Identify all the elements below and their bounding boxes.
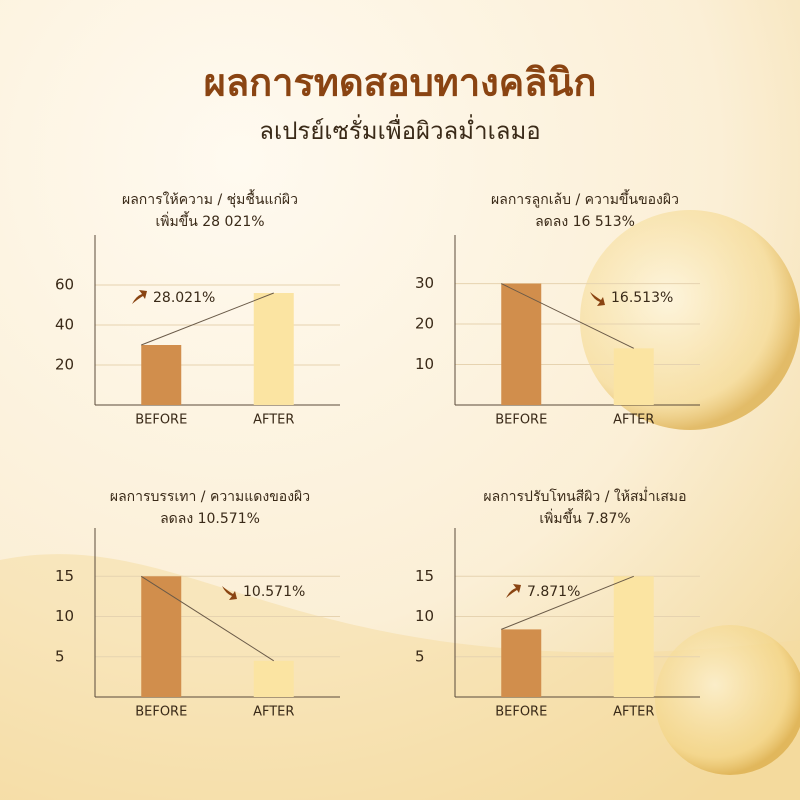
x-tick-label: AFTER	[613, 705, 654, 720]
chart-subtitle: ลดลง 10.571%	[160, 511, 260, 527]
arrow-icon	[506, 584, 521, 598]
annotation: 7.871%	[527, 584, 580, 600]
x-tick-label: BEFORE	[135, 705, 187, 720]
trend-line	[140, 575, 275, 662]
trend-line	[501, 575, 634, 630]
y-tick-label: 5	[55, 647, 65, 665]
x-tick-label: AFTER	[613, 413, 654, 428]
bar	[613, 348, 654, 405]
bar	[141, 576, 182, 697]
y-tick-label: 10	[55, 607, 74, 625]
y-tick-label: 15	[55, 567, 74, 585]
y-tick-label: 30	[415, 274, 434, 292]
bar	[141, 345, 182, 405]
arrow-icon	[590, 292, 605, 306]
page-subtitle: ลเปรย์เซรั่มเพื่อผิวลม่ำเลมอ	[259, 114, 540, 145]
chart-title: ผลการบรรเทา / ความแดงของผิว	[110, 489, 310, 505]
annotation: 28.021%	[153, 290, 215, 306]
decor-drop	[655, 625, 800, 775]
trend-line	[501, 283, 634, 349]
x-tick-label: BEFORE	[495, 705, 547, 720]
y-tick-label: 20	[415, 315, 434, 333]
annotation: 16.513%	[611, 290, 673, 306]
bar	[613, 576, 654, 697]
bar	[501, 629, 542, 697]
y-tick-label: 10	[415, 607, 434, 625]
decor-wave	[0, 554, 800, 800]
x-tick-label: AFTER	[253, 413, 294, 428]
arrow-icon	[132, 290, 147, 304]
decor-drop	[580, 210, 800, 430]
bar	[253, 293, 294, 405]
page-title: ผลการทดสอบทางคลินิก	[204, 61, 597, 105]
chart-title: ผลการปรับโทนสีผิว / ให้สม่ำเสมอ	[483, 487, 686, 505]
chart-subtitle: เพิ่มขึ้น 7.87%	[539, 508, 630, 527]
y-tick-label: 10	[415, 355, 434, 373]
y-tick-label: 20	[55, 356, 74, 374]
y-tick-label: 40	[55, 316, 74, 334]
x-tick-label: BEFORE	[495, 413, 547, 428]
x-tick-label: AFTER	[253, 705, 294, 720]
bar	[253, 660, 294, 697]
x-tick-label: BEFORE	[135, 413, 187, 428]
chart-subtitle: ลดลง 16 513%	[535, 214, 635, 230]
y-tick-label: 60	[55, 276, 74, 294]
chart-title: ผลการลูกเล้บ / ความขึ้นของผิว	[491, 189, 679, 208]
trend-line	[141, 292, 274, 346]
y-tick-label: 5	[415, 647, 425, 665]
y-tick-label: 15	[415, 567, 434, 585]
annotation: 10.571%	[243, 584, 305, 600]
bar	[501, 283, 542, 405]
chart-title: ผลการให้ความ / ชุ่มชื้นแก่ผิว	[122, 189, 298, 208]
arrow-icon	[222, 586, 237, 600]
chart-subtitle: เพิ่มขึ้น 28 021%	[155, 211, 264, 230]
